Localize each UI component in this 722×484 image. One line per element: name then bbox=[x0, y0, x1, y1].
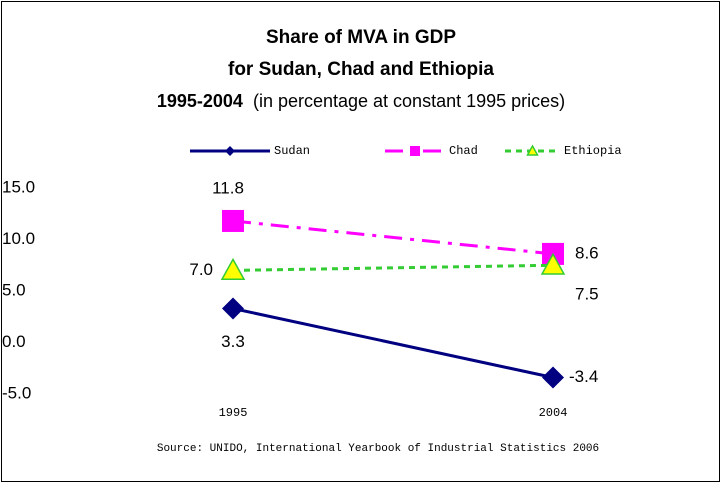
data-label: -3.4 bbox=[569, 367, 598, 386]
y-tick-label: 0.0 bbox=[2, 332, 26, 351]
data-label: 7.5 bbox=[575, 285, 599, 304]
marker bbox=[542, 366, 564, 389]
y-tick-label: 15.0 bbox=[2, 177, 35, 196]
marker bbox=[410, 146, 420, 156]
legend-label: Chad bbox=[449, 144, 478, 158]
subtitle: (in percentage at constant 1995 prices) bbox=[253, 91, 565, 111]
chart-title: for Sudan, Chad and Ethiopia bbox=[228, 59, 494, 80]
chart-title: Share of MVA in GDP bbox=[266, 27, 456, 48]
y-tick-label: 5.0 bbox=[2, 280, 26, 299]
y-tick-label: -5.0 bbox=[2, 383, 31, 402]
data-label: 7.0 bbox=[189, 260, 213, 279]
source: Source: UNIDO, International Yearbook of… bbox=[157, 443, 599, 455]
marker bbox=[222, 297, 244, 320]
chart-subtitle: 1995-2004 (in percentage at constant 1995… bbox=[157, 91, 565, 111]
series-line bbox=[232, 263, 554, 272]
legend-label: Sudan bbox=[274, 144, 310, 158]
data-label: 11.8 bbox=[212, 178, 244, 197]
data-label: 8.6 bbox=[575, 243, 599, 262]
marker bbox=[526, 144, 539, 156]
y-tick-label: 10.0 bbox=[2, 229, 35, 248]
legend-label: Ethiopia bbox=[564, 144, 622, 158]
marker bbox=[222, 209, 244, 232]
marker bbox=[220, 257, 246, 280]
series-line bbox=[232, 219, 554, 256]
x-tick-label: 2004 bbox=[539, 406, 568, 420]
period: 1995-2004 bbox=[157, 91, 243, 111]
series-line bbox=[232, 307, 554, 379]
x-tick-label: 1995 bbox=[219, 406, 248, 420]
data-label: 3.3 bbox=[221, 332, 245, 351]
marker bbox=[540, 252, 566, 275]
marker bbox=[225, 146, 235, 156]
